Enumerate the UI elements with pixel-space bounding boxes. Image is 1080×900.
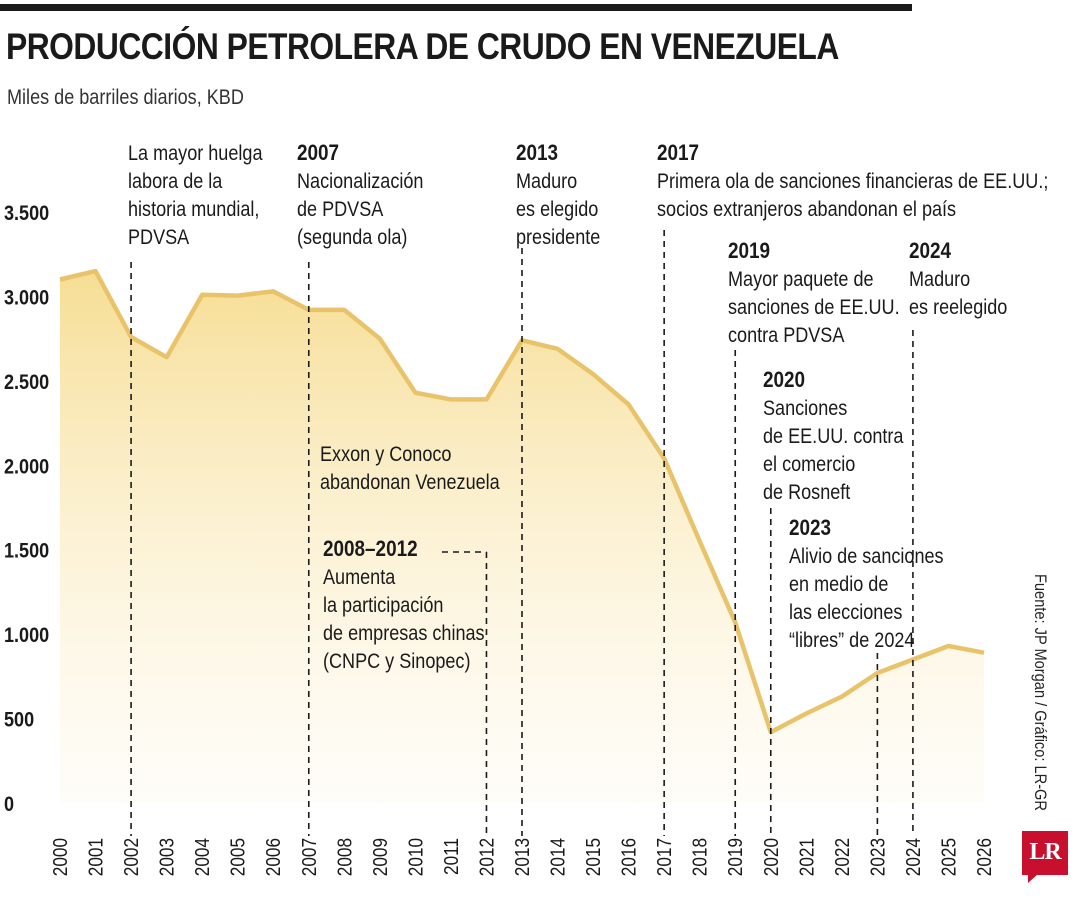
annotation-year-2007: 2007 [297,141,339,166]
annotation-text: (segunda ola) [297,226,407,250]
annotation-year-2013: 2013 [516,141,558,166]
y-tick-label: 1.500 [4,539,49,563]
y-tick-label: 3.000 [4,286,49,310]
x-tick-label: 2003 [155,838,178,876]
annotation-text: Mayor paquete de [728,268,874,292]
annotation-text: contra PDVSA [728,324,845,348]
annotation-text: presidente [516,226,600,250]
annotation-year-2017: 2017 [657,141,699,166]
y-tick-label: 1.000 [4,624,49,648]
annotation-text: las elecciones [789,601,903,625]
annotation-text: Nacionalización [297,170,423,194]
annotation-text: socios extranjeros abandonan el país [657,198,956,222]
annotation-text: Primera ola de sanciones financieras de … [657,170,1048,194]
x-tick-label: 2024 [902,838,925,876]
annotation-year-2019: 2019 [728,239,770,264]
chart-title: PRODUCCIÓN PETROLERA DE CRUDO EN VENEZUE… [6,26,839,67]
annotation-text: Maduro [909,268,970,292]
annotation-text: Exxon y Conoco [320,443,452,467]
annotation-text: de Rosneft [763,481,851,505]
x-tick-label: 2023 [866,838,889,876]
y-tick-label: 3.500 [4,202,49,226]
x-tick-label: 2026 [973,838,996,876]
y-tick-label: 500 [4,708,34,732]
x-tick-label: 2018 [688,838,711,876]
x-tick-label: 2017 [653,838,676,876]
x-tick-label: 2011 [440,838,463,875]
y-tick-label: 2.000 [4,455,49,479]
x-tick-label: 2001 [84,838,107,876]
annotation-text: “libres” de 2024 [789,629,915,653]
x-tick-label: 2016 [617,838,640,876]
x-tick-label: 2022 [831,838,854,876]
x-tick-label: 2021 [795,838,818,876]
annotation-text: es elegido [516,198,598,222]
y-tick-label: 2.500 [4,371,49,395]
x-tick-label: 2025 [937,838,960,876]
annotation-year-2023: 2023 [789,516,831,541]
annotation-text: La mayor huelga [128,142,263,166]
source-note: Fuente: JP Morgan / Gráfico: LR-GR [1031,574,1050,811]
x-tick-label: 2014 [546,838,569,876]
x-tick-label: 2015 [582,838,605,876]
annotation-text: de PDVSA [297,198,384,222]
x-tick-label: 2010 [404,838,427,876]
x-tick-label: 2012 [475,838,498,876]
x-tick-label: 2008 [333,838,356,876]
x-tick-label: 2013 [511,838,534,876]
annotation-text: Sanciones [763,397,848,421]
annotation-text: de empresas chinas [323,622,485,646]
x-tick-label: 2005 [226,838,249,876]
lr-logo: LR [1022,831,1068,883]
x-tick-label: 2009 [369,838,392,876]
annotation-text: la participación [323,594,443,618]
x-tick-label: 2002 [120,838,143,876]
annotation-year-2012: 2008–2012 [323,537,418,562]
annotation-year-2020: 2020 [763,368,805,393]
annotation-text: historia mundial, [128,198,259,222]
x-tick-label: 2004 [191,838,214,876]
x-tick-label: 2006 [262,838,285,876]
annotation-text: Alivio de sanciones [789,545,944,569]
x-tick-label: 2019 [724,838,747,876]
annotation-text: Maduro [516,170,577,194]
annotation-text: abandonan Venezuela [320,471,500,495]
annotation-text: de EE.UU. contra [763,425,904,449]
top-rule [0,4,912,11]
y-tick-label: 0 [4,793,14,817]
annotation-text: labora de la [128,170,222,194]
x-tick-label: 2000 [49,838,72,876]
annotation-text: el comercio [763,453,855,477]
annotation-text: Aumenta [323,566,395,590]
annotation-text: PDVSA [128,226,190,250]
x-tick-label: 2020 [760,838,783,876]
annotation-text: (CNPC y Sinopec) [323,650,470,674]
annotation-text: sanciones de EE.UU. [728,296,900,320]
chart-subtitle: Miles de barriles diarios, KBD [7,86,244,109]
annotation-text: es reelegido [909,296,1007,320]
annotation-text: en medio de [789,573,888,597]
lr-logo-text: LR [1029,839,1061,865]
x-tick-label: 2007 [298,838,321,876]
annotation-year-2024: 2024 [909,239,952,264]
